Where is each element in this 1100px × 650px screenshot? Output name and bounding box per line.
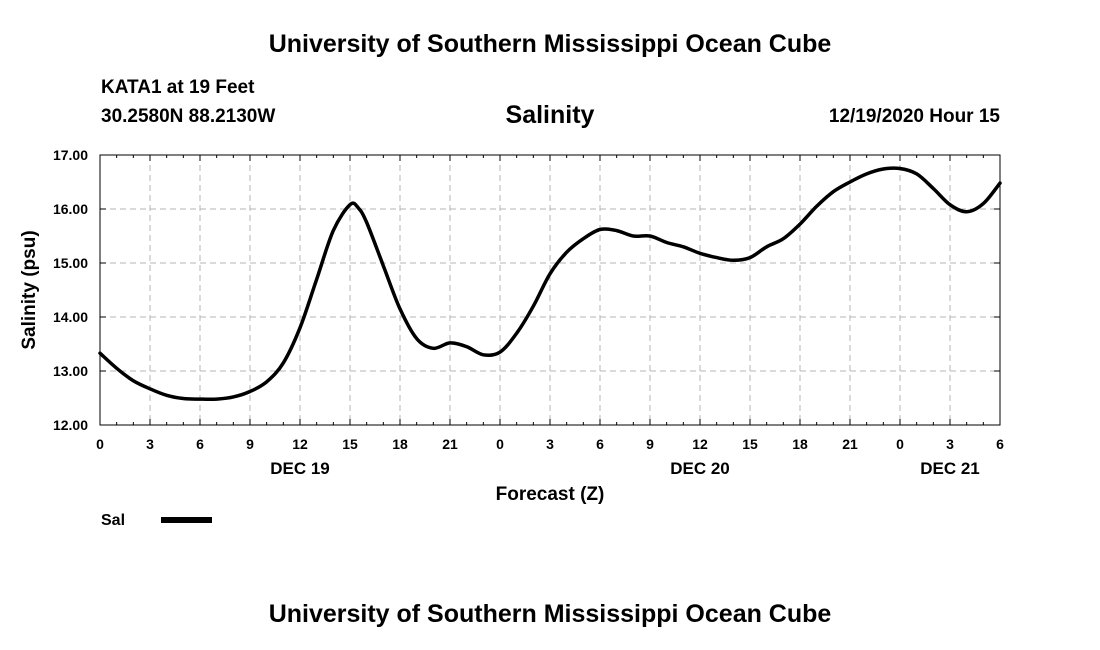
- day-label: DEC 20: [670, 459, 730, 478]
- x-tick-label: 0: [96, 436, 104, 452]
- x-tick-label: 6: [196, 436, 204, 452]
- x-tick-label: 21: [842, 436, 858, 452]
- series-line-sal: [98, 166, 1002, 402]
- legend-label: Sal: [101, 512, 125, 529]
- x-tick-label: 6: [596, 436, 604, 452]
- x-tick-label: 9: [646, 436, 654, 452]
- x-axis-label: Forecast (Z): [496, 484, 605, 505]
- x-tick-label: 3: [946, 436, 954, 452]
- x-tick-label: 0: [896, 436, 904, 452]
- x-tick-label: 3: [546, 436, 554, 452]
- day-label: DEC 19: [270, 459, 330, 478]
- x-tick-label: 6: [996, 436, 1004, 452]
- y-tick-label: 17.00: [53, 147, 88, 163]
- y-tick-label: 16.00: [53, 201, 88, 217]
- y-tick-label: 15.00: [53, 255, 88, 271]
- y-axis-label: Salinity (psu): [19, 230, 40, 349]
- variable-title: Salinity: [505, 101, 595, 129]
- x-tick-label: 12: [292, 436, 308, 452]
- valid-time-label: 12/19/2020 Hour 15: [828, 106, 1000, 127]
- x-tick-label: 9: [246, 436, 254, 452]
- x-tick-label: 21: [442, 436, 458, 452]
- y-tick-label: 13.00: [53, 363, 88, 379]
- day-label: DEC 21: [920, 459, 980, 478]
- x-tick-label: 0: [496, 436, 504, 452]
- x-tick-label: 12: [692, 436, 708, 452]
- x-tick-label: 3: [146, 436, 154, 452]
- chart-title-bottom: University of Southern Mississippi Ocean…: [268, 600, 832, 628]
- coordinates-label: 30.2580N 88.2130W: [101, 106, 276, 127]
- x-tick-label: 15: [342, 436, 358, 452]
- x-tick-label: 18: [792, 436, 808, 452]
- station-label: KATA1 at 19 Feet: [101, 77, 255, 98]
- x-tick-label: 15: [742, 436, 758, 452]
- y-tick-label: 12.00: [53, 417, 88, 433]
- x-tick-label: 18: [392, 436, 408, 452]
- chart-title-top: University of Southern Mississippi Ocean…: [268, 30, 832, 58]
- y-tick-label: 14.00: [53, 309, 88, 325]
